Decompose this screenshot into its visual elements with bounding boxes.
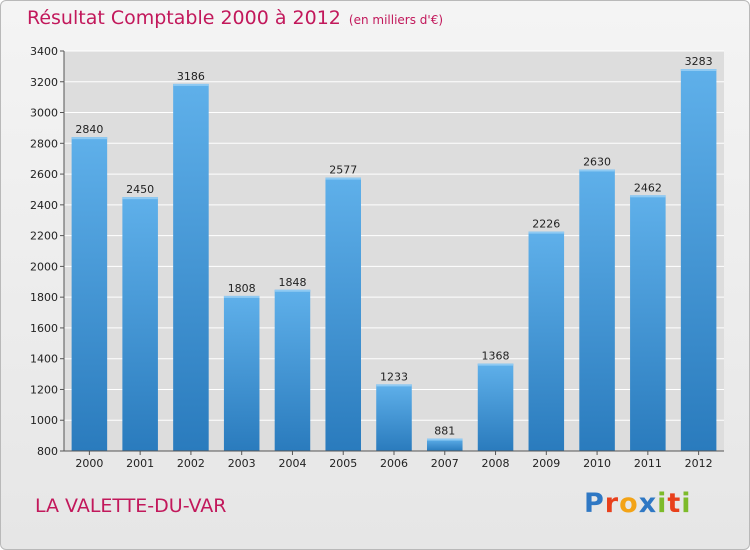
data-label: 881: [434, 425, 455, 438]
bar-highlight: [680, 69, 717, 71]
chart-title: Résultat Comptable 2000 à 2012 (en millie…: [27, 7, 443, 29]
y-tick-label: 2800: [30, 137, 58, 150]
logo-letter: i: [681, 488, 692, 519]
data-label: 1368: [482, 350, 510, 363]
bar: [173, 83, 209, 451]
bar: [274, 289, 311, 451]
data-label: 2450: [126, 183, 154, 196]
location-label: LA VALETTE-DU-VAR: [35, 495, 227, 517]
bar: [122, 197, 158, 451]
bar: [325, 177, 361, 451]
x-tick-label: 2001: [126, 457, 154, 470]
x-tick-label: 2007: [431, 457, 459, 470]
bar: [223, 295, 260, 451]
data-label: 1848: [278, 276, 306, 289]
chart-title-unit: (en milliers d'€): [348, 13, 444, 27]
x-tick-label: 2009: [532, 457, 560, 470]
bar: [376, 384, 412, 451]
y-tick-label: 3000: [30, 107, 58, 120]
x-tick-label: 2011: [634, 457, 662, 470]
bar-highlight: [223, 295, 260, 298]
logo-letter: t: [667, 488, 682, 519]
bar-highlight: [528, 231, 565, 234]
data-label: 3186: [177, 70, 205, 83]
x-tick-label: 2012: [685, 457, 713, 470]
bar: [579, 169, 615, 451]
bar: [630, 195, 666, 451]
y-tick-label: 1400: [30, 353, 58, 366]
y-axis: 800 1000 1200 1400 1600 1800 2000 2200 2400 2600 2…: [30, 45, 65, 458]
y-tick-label: 800: [37, 445, 58, 458]
bar: [427, 438, 463, 451]
y-tick-label: 3200: [30, 76, 58, 89]
y-tick-label: 1200: [30, 383, 58, 396]
y-tick-label: 1800: [30, 291, 58, 304]
data-label: 2577: [329, 164, 357, 177]
y-tick-label: 2200: [30, 230, 58, 243]
x-tick-label: 2004: [278, 457, 306, 470]
bar-highlight: [325, 177, 361, 180]
logo-letter: x: [638, 488, 658, 519]
bar-highlight: [274, 289, 311, 292]
x-tick-label: 2003: [228, 457, 256, 470]
x-tick-label: 2000: [75, 457, 103, 470]
logo-letter: i: [657, 488, 668, 519]
bar: [680, 69, 717, 451]
logo-letter: o: [619, 488, 639, 519]
bar-highlight: [376, 384, 412, 387]
y-tick-label: 1000: [30, 414, 58, 427]
bar-highlight: [630, 195, 666, 198]
y-tick-label: 1600: [30, 322, 58, 335]
x-axis: 2000 2001 2002 2003 2004 2005 2006 2007 2008 2009…: [64, 450, 724, 470]
bar-highlight: [173, 83, 209, 86]
bar: [477, 363, 514, 451]
x-tick-label: 2002: [177, 457, 205, 470]
y-tick-label: 2000: [30, 260, 58, 273]
bar-highlight: [71, 137, 108, 140]
logo-letter: r: [604, 488, 620, 519]
y-tick-label: 2400: [30, 199, 58, 212]
proxiti-logo: Proxiti: [584, 488, 692, 519]
x-tick-label: 2005: [329, 457, 357, 470]
data-label: 3283: [685, 55, 713, 68]
bar-highlight: [477, 363, 514, 366]
y-tick-label: 3400: [30, 45, 58, 58]
data-label: 1233: [380, 370, 408, 383]
chart-title-main: Résultat Comptable 2000 à 2012: [27, 7, 341, 29]
data-label: 2462: [634, 181, 662, 194]
bar-highlight: [579, 169, 615, 172]
x-tick-label: 2006: [380, 457, 408, 470]
bar: [71, 137, 108, 451]
bar-highlight: [427, 438, 463, 441]
data-label: 2840: [75, 123, 103, 136]
bar: [528, 231, 565, 451]
data-label: 2630: [583, 155, 611, 168]
logo-letter: P: [584, 488, 605, 519]
bar-highlight: [122, 197, 158, 200]
bars: [71, 69, 717, 451]
data-label: 2226: [532, 218, 560, 231]
data-label: 1808: [228, 282, 256, 295]
x-tick-label: 2008: [482, 457, 510, 470]
x-tick-label: 2010: [583, 457, 611, 470]
y-tick-label: 2600: [30, 168, 58, 181]
data-labels: 2840 2450 3186 1808 1848 2577 1233 881 1368 2226 2…: [75, 55, 712, 438]
